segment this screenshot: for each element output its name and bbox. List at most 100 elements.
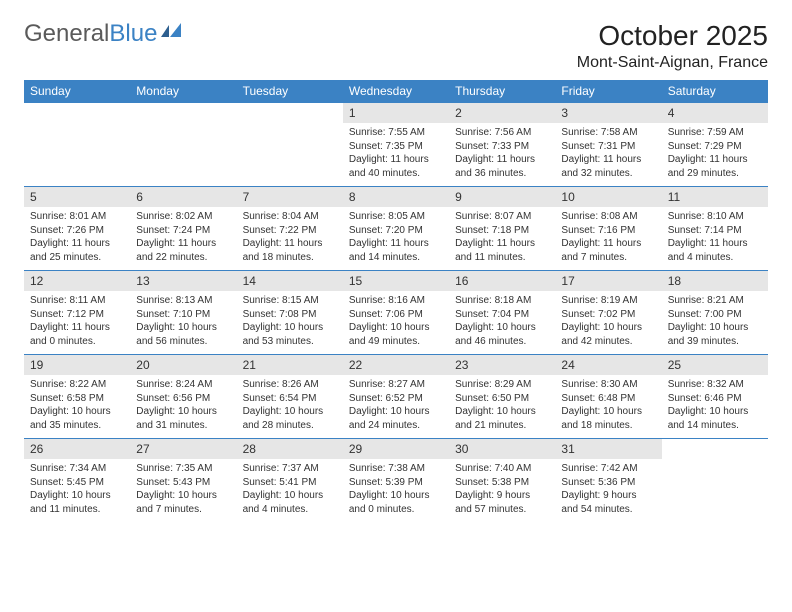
info-cell: Sunrise: 7:55 AMSunset: 7:35 PMDaylight:… (343, 123, 449, 187)
daylight-text: Daylight: 10 hours (136, 321, 230, 335)
date-cell: 5 (24, 187, 130, 208)
daylight-text: Daylight: 9 hours (561, 489, 655, 503)
sunset-text: Sunset: 7:18 PM (455, 224, 549, 238)
sunrise-text: Sunrise: 7:37 AM (243, 462, 337, 476)
day-number: 12 (30, 274, 43, 288)
daylight-text: Daylight: 11 hours (349, 153, 443, 167)
sunset-text: Sunset: 7:12 PM (30, 308, 124, 322)
day-number: 26 (30, 442, 43, 456)
daylight-text: and 31 minutes. (136, 419, 230, 433)
daylight-text: Daylight: 11 hours (349, 237, 443, 251)
date-cell: 11 (662, 187, 768, 208)
sunset-text: Sunset: 7:00 PM (668, 308, 762, 322)
sunrise-text: Sunrise: 7:59 AM (668, 126, 762, 140)
sunrise-text: Sunrise: 8:04 AM (243, 210, 337, 224)
info-cell: Sunrise: 7:42 AMSunset: 5:36 PMDaylight:… (555, 459, 661, 522)
date-cell: 25 (662, 355, 768, 376)
sunset-text: Sunset: 5:41 PM (243, 476, 337, 490)
day-number: 6 (136, 190, 143, 204)
daylight-text: Daylight: 10 hours (136, 405, 230, 419)
day-number: 8 (349, 190, 356, 204)
day-number: 28 (243, 442, 256, 456)
date-cell: 29 (343, 439, 449, 460)
day-number: 4 (668, 106, 675, 120)
title-block: October 2025 Mont-Saint-Aignan, France (577, 20, 768, 72)
date-cell: 6 (130, 187, 236, 208)
sunset-text: Sunset: 5:45 PM (30, 476, 124, 490)
weekday-header: Sunday (24, 80, 130, 103)
date-cell: 3 (555, 103, 661, 124)
daylight-text: and 36 minutes. (455, 167, 549, 181)
date-cell: 1 (343, 103, 449, 124)
daylight-text: Daylight: 10 hours (455, 321, 549, 335)
sunset-text: Sunset: 5:43 PM (136, 476, 230, 490)
day-number: 1 (349, 106, 356, 120)
sunset-text: Sunset: 6:54 PM (243, 392, 337, 406)
daylight-text: and 7 minutes. (136, 503, 230, 517)
date-cell: 24 (555, 355, 661, 376)
sunrise-text: Sunrise: 8:24 AM (136, 378, 230, 392)
flag-icon (161, 20, 185, 48)
daylight-text: and 18 minutes. (243, 251, 337, 265)
date-cell: 31 (555, 439, 661, 460)
sunrise-text: Sunrise: 7:40 AM (455, 462, 549, 476)
calendar-page: GeneralBlue October 2025 Mont-Saint-Aign… (0, 0, 792, 522)
sunrise-text: Sunrise: 8:05 AM (349, 210, 443, 224)
date-cell: 22 (343, 355, 449, 376)
day-number: 16 (455, 274, 468, 288)
sunset-text: Sunset: 6:56 PM (136, 392, 230, 406)
daylight-text: Daylight: 10 hours (349, 405, 443, 419)
date-cell: 27 (130, 439, 236, 460)
sunset-text: Sunset: 6:48 PM (561, 392, 655, 406)
date-cell: 12 (24, 271, 130, 292)
day-number: 3 (561, 106, 568, 120)
sunset-text: Sunset: 6:50 PM (455, 392, 549, 406)
daylight-text: and 56 minutes. (136, 335, 230, 349)
sunrise-text: Sunrise: 8:16 AM (349, 294, 443, 308)
sunrise-text: Sunrise: 8:07 AM (455, 210, 549, 224)
daylight-text: Daylight: 10 hours (243, 321, 337, 335)
date-row: 12131415161718 (24, 271, 768, 292)
info-cell: Sunrise: 8:24 AMSunset: 6:56 PMDaylight:… (130, 375, 236, 439)
day-number: 13 (136, 274, 149, 288)
daylight-text: and 14 minutes. (349, 251, 443, 265)
sunset-text: Sunset: 5:38 PM (455, 476, 549, 490)
day-number: 24 (561, 358, 574, 372)
sunset-text: Sunset: 7:26 PM (30, 224, 124, 238)
date-cell: 17 (555, 271, 661, 292)
daylight-text: and 11 minutes. (30, 503, 124, 517)
daylight-text: Daylight: 9 hours (455, 489, 549, 503)
daylight-text: Daylight: 11 hours (30, 237, 124, 251)
date-cell: 21 (237, 355, 343, 376)
sunrise-text: Sunrise: 8:10 AM (668, 210, 762, 224)
daylight-text: and 28 minutes. (243, 419, 337, 433)
sunset-text: Sunset: 7:24 PM (136, 224, 230, 238)
sunrise-text: Sunrise: 8:13 AM (136, 294, 230, 308)
date-cell: 9 (449, 187, 555, 208)
daylight-text: and 42 minutes. (561, 335, 655, 349)
info-cell: Sunrise: 7:59 AMSunset: 7:29 PMDaylight:… (662, 123, 768, 187)
sunrise-text: Sunrise: 8:22 AM (30, 378, 124, 392)
sunrise-text: Sunrise: 7:55 AM (349, 126, 443, 140)
daylight-text: Daylight: 10 hours (668, 405, 762, 419)
daylight-text: Daylight: 10 hours (243, 489, 337, 503)
weekday-header-row: Sunday Monday Tuesday Wednesday Thursday… (24, 80, 768, 103)
daylight-text: and 25 minutes. (30, 251, 124, 265)
sunrise-text: Sunrise: 8:18 AM (455, 294, 549, 308)
day-number: 30 (455, 442, 468, 456)
info-cell: Sunrise: 8:18 AMSunset: 7:04 PMDaylight:… (449, 291, 555, 355)
day-number: 11 (668, 190, 680, 204)
date-cell (130, 103, 236, 124)
date-cell: 28 (237, 439, 343, 460)
date-row: 26 27 28 29 30 31 (24, 439, 768, 460)
info-row: Sunrise: 8:22 AMSunset: 6:58 PMDaylight:… (24, 375, 768, 439)
sunrise-text: Sunrise: 8:21 AM (668, 294, 762, 308)
weekday-header: Tuesday (237, 80, 343, 103)
date-cell (24, 103, 130, 124)
info-cell (237, 123, 343, 187)
sunrise-text: Sunrise: 7:56 AM (455, 126, 549, 140)
date-row: 1234 (24, 103, 768, 124)
daylight-text: Daylight: 10 hours (561, 321, 655, 335)
day-number: 31 (561, 442, 574, 456)
daylight-text: and 40 minutes. (349, 167, 443, 181)
